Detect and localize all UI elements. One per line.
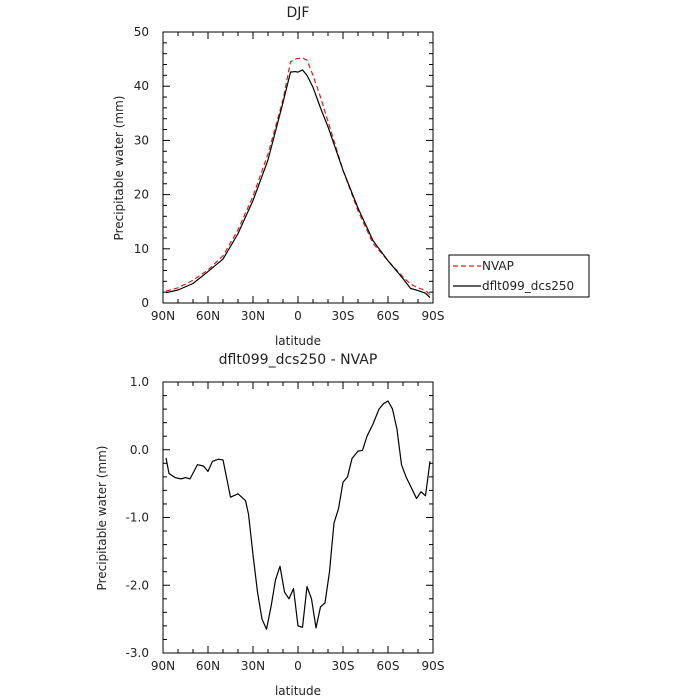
y-tick-label: 30 [134,133,149,147]
y-tick-label: 1.0 [130,375,149,389]
series-line-nvap [165,57,431,296]
y-tick-label: 20 [134,188,149,202]
x-tick-label: 0 [294,659,302,673]
y-tick-label: 50 [134,25,149,39]
bottom-chart-ticks [162,381,434,654]
bottom-chart-x-axis-label: latitude [275,684,321,698]
y-tick-label: 0.0 [130,443,149,457]
x-tick-label: 90S [422,309,445,323]
top-chart-ticks [162,31,434,304]
legend-label-model: dflt099_dcs250 [482,279,574,293]
bottom-chart-frame [162,381,434,654]
y-tick-label: 0 [141,296,149,310]
x-tick-label: 30N [241,309,265,323]
x-tick-label: 30S [332,309,355,323]
x-tick-label: 30N [241,659,265,673]
legend-box [448,254,590,298]
top-chart-panel: DJF 90N 60N 30N 0 30S 60S 90S 0 10 20 30 40 50 latit… [112,5,590,348]
x-tick-label: 60S [377,309,400,323]
y-tick-label: -3.0 [126,646,149,660]
x-tick-label: 60N [196,659,220,673]
series-line-difference [165,400,431,630]
x-tick-label: 30S [332,659,355,673]
bottom-chart-y-axis-label: Precipitable water (mm) [95,446,109,591]
y-tick-label: 40 [134,79,149,93]
legend: NVAP dflt099_dcs250 [448,254,590,298]
x-tick-label: 0 [294,309,302,323]
legend-label-nvap: NVAP [482,259,514,273]
top-chart-lines [165,57,431,299]
bottom-chart-title: dflt099_dcs250 - NVAP [219,352,378,368]
x-tick-label: 90N [151,309,175,323]
top-chart-y-axis-label: Precipitable water (mm) [112,96,126,241]
y-tick-label: 10 [134,242,149,256]
top-chart-tick-labels: 90N 60N 30N 0 30S 60S 90S 0 10 20 30 40 50 [134,25,445,323]
x-tick-label: 90S [422,659,445,673]
series-line-dflt099-dcs250 [165,69,431,299]
bottom-chart-panel: dflt099_dcs250 - NVAP 90N 60N 30N 0 30S 60S 90… [95,352,444,698]
x-tick-label: 60S [377,659,400,673]
y-tick-label: -2.0 [126,578,149,592]
bottom-chart-tick-labels: 90N 60N 30N 0 30S 60S 90S 1.0 0.0 -1.0 -2.0 -3.0 [126,375,445,673]
bottom-chart-lines [165,400,431,630]
y-tick-label: -1.0 [126,511,149,525]
x-tick-label: 90N [151,659,175,673]
x-tick-label: 60N [196,309,220,323]
top-chart-title: DJF [287,5,310,21]
top-chart-x-axis-label: latitude [275,334,321,348]
